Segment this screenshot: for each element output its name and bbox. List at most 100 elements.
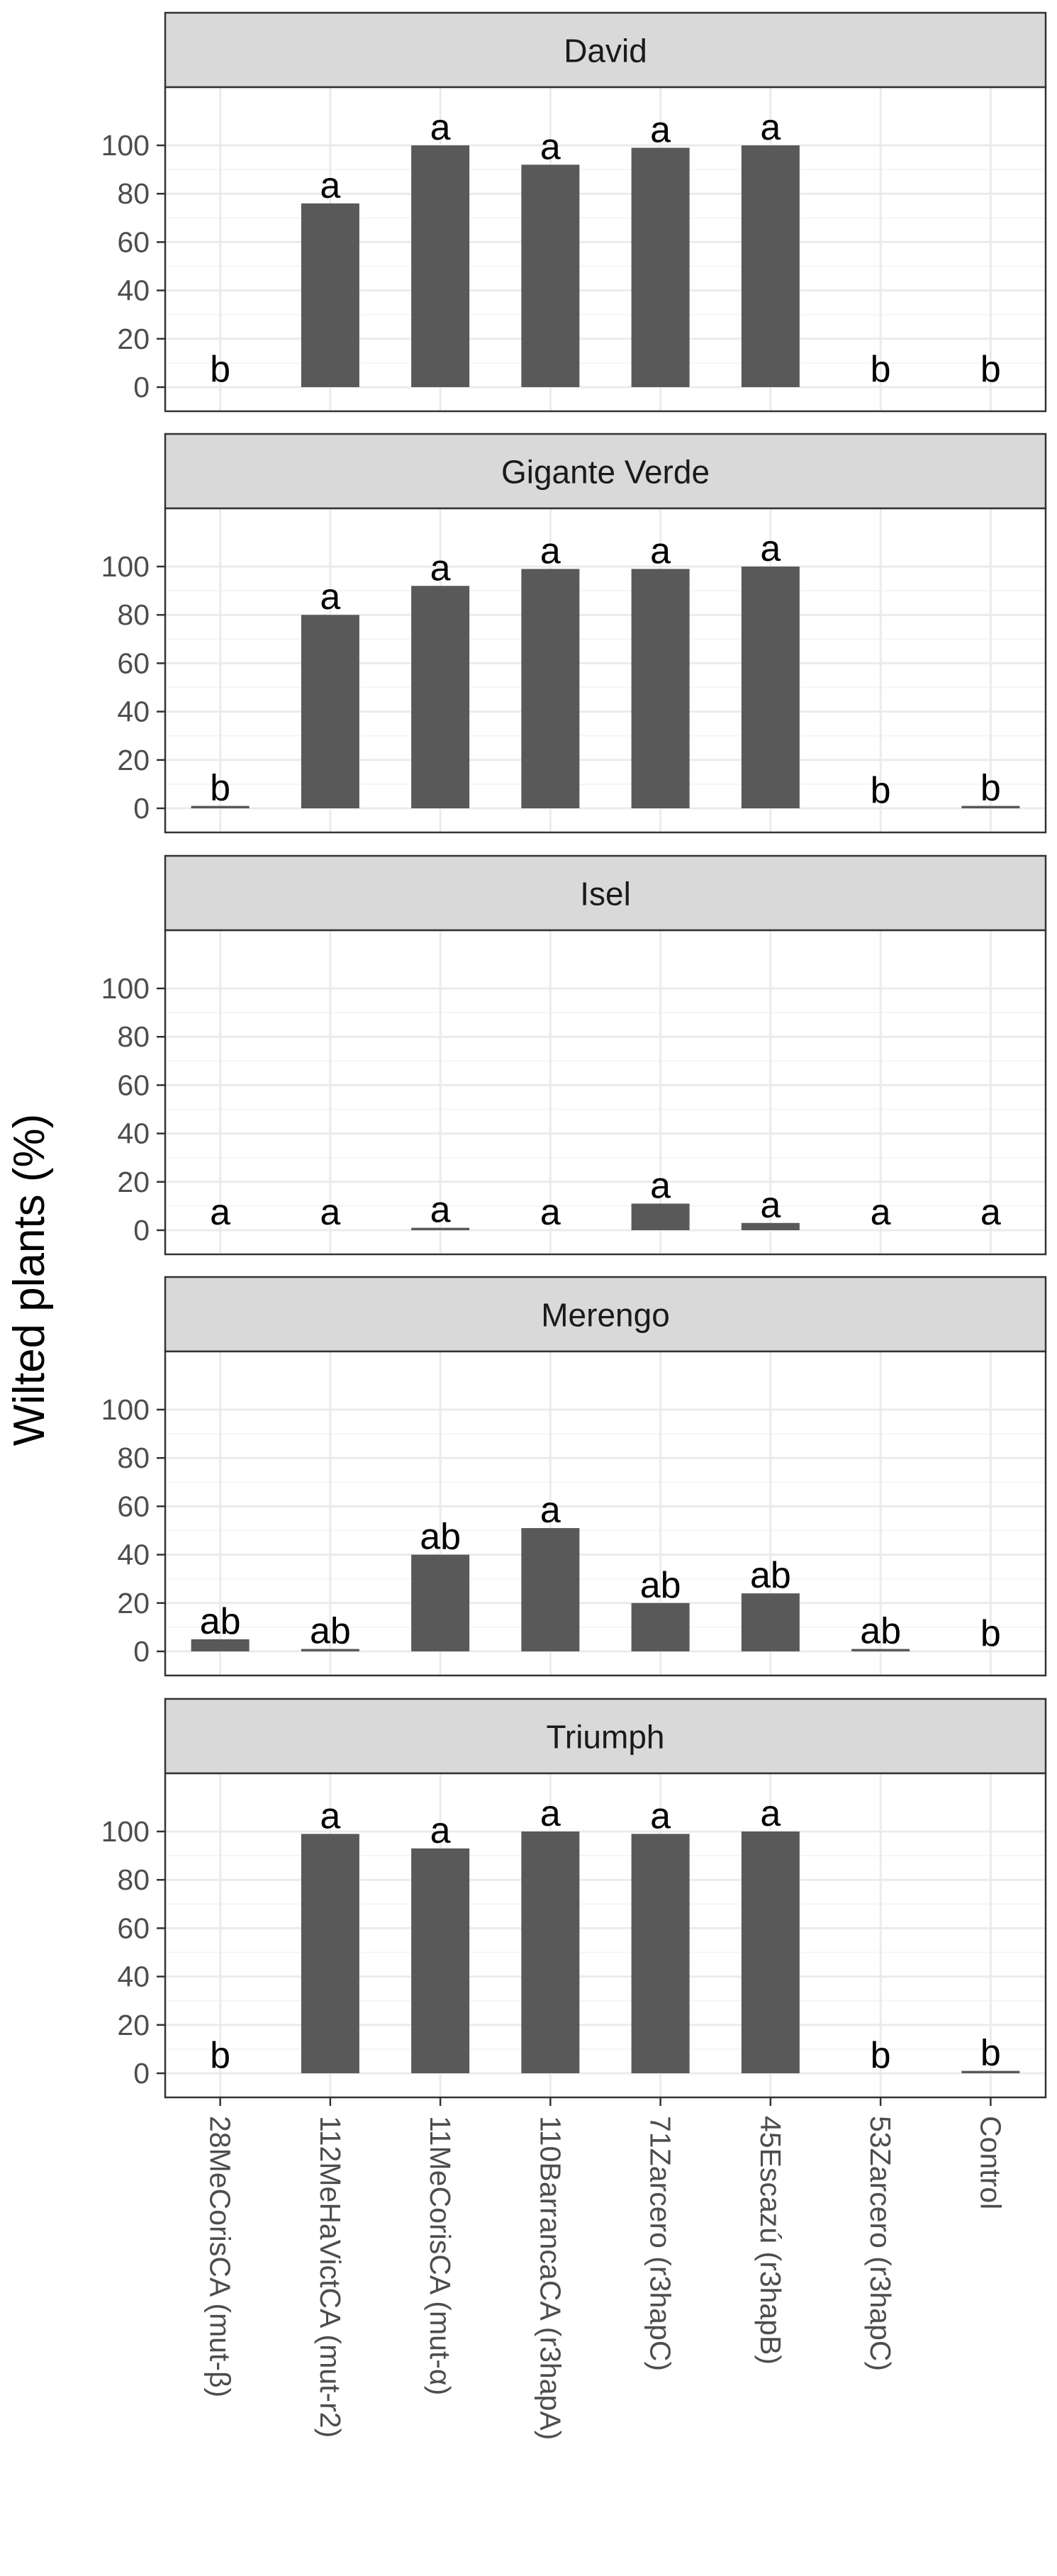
significance-letter: a (540, 1192, 561, 1233)
y-tick-label: 80 (117, 1442, 150, 1474)
bar-6 (741, 1593, 800, 1651)
significance-letter: a (760, 1185, 781, 1226)
x-tick-label: 71Zarcero (r3hapC) (644, 2116, 677, 2371)
panel-border (164, 86, 1047, 413)
significance-letter: a (650, 1165, 671, 1206)
bar-2 (301, 1649, 359, 1651)
panel-david: David b a a a a a b b 0 20 40 60 80 100 (101, 11, 1047, 413)
plot-background (165, 1351, 1046, 1675)
y-tick-label: 100 (101, 1815, 150, 1848)
y-tick-label: 20 (117, 2009, 150, 2041)
significance-letter: ab (860, 1611, 901, 1652)
significance-letter: b (871, 2035, 891, 2076)
y-tick-label: 20 (117, 1587, 150, 1619)
y-tick-label: 100 (101, 1393, 150, 1426)
panel-gigante-verde: Gigante Verde b a a a a a b b 0 20 40 60 80 100 (101, 433, 1047, 834)
y-tick-label: 80 (117, 1863, 150, 1896)
y-tick-label: 60 (117, 1490, 150, 1522)
y-tick-label: 40 (117, 1539, 150, 1571)
bar-3 (411, 145, 470, 387)
panel-border (164, 929, 1047, 1256)
significance-letter: a (650, 1795, 671, 1836)
bar-1 (191, 1639, 250, 1651)
bar-5 (631, 569, 690, 808)
x-tick-label: 53Zarcero (r3hapC) (864, 2116, 897, 2371)
y-axis-title: Wilted plants (%) (5, 1114, 54, 1446)
bar-3 (411, 1554, 470, 1651)
y-tick-label: 20 (117, 1166, 150, 1198)
facet-title: Gigante Verde (501, 454, 710, 491)
bar-1 (191, 805, 250, 808)
x-tick-label: 112MeHaVictCA (mut-r2) (314, 2116, 347, 2438)
y-tick-label: 60 (117, 1912, 150, 1944)
significance-letter: ab (640, 1565, 681, 1606)
panel-triumph: Triumph b a a a a a b b 0 20 40 60 80 100 (101, 1697, 1047, 2099)
y-tick-label: 0 (133, 1635, 150, 1668)
significance-letter: ab (310, 1611, 351, 1652)
panel-border (164, 507, 1047, 834)
significance-letter: a (320, 165, 340, 206)
bar-8 (961, 805, 1020, 808)
y-tick-label: 40 (117, 1117, 150, 1150)
bar-4 (521, 1528, 580, 1651)
bar-4 (521, 1831, 580, 2073)
significance-letter: b (210, 768, 230, 809)
plot-background (165, 930, 1046, 1254)
significance-letter: a (650, 530, 671, 571)
y-tick-label: 40 (117, 696, 150, 728)
y-tick-label: 40 (117, 1961, 150, 1993)
bar-6 (741, 1831, 800, 2073)
y-tick-label: 20 (117, 323, 150, 355)
y-tick-label: 20 (117, 744, 150, 776)
significance-letter: b (980, 768, 1001, 809)
significance-letter: a (540, 1793, 561, 1834)
significance-letter: b (980, 2033, 1001, 2074)
y-tick-label: 0 (133, 1214, 150, 1247)
significance-letter: a (430, 1190, 451, 1231)
y-tick-label: 80 (117, 177, 150, 210)
significance-letter: a (430, 1810, 451, 1851)
bar-6 (741, 145, 800, 387)
significance-letter: a (320, 1795, 340, 1836)
significance-letter: a (320, 1192, 340, 1233)
y-tick-label: 100 (101, 129, 150, 162)
bar-6 (741, 1222, 800, 1230)
panel-merengo: Merengo ab ab ab a ab ab ab b 0 20 40 60 80 100 (101, 1276, 1047, 1677)
bar-3 (411, 1848, 470, 2073)
facet-title: Isel (580, 876, 631, 913)
significance-letter: b (871, 349, 891, 390)
y-tick-label: 60 (117, 647, 150, 679)
x-tick-label: 28MeCorisCA (mut-β) (204, 2116, 237, 2397)
bar-4 (521, 569, 580, 808)
bar-3 (411, 586, 470, 808)
significance-letter: a (760, 107, 781, 148)
significance-letter: a (540, 530, 561, 571)
y-tick-label: 0 (133, 792, 150, 825)
significance-letter: a (760, 528, 781, 569)
significance-letter: ab (200, 1601, 241, 1642)
bar-6 (741, 567, 800, 808)
y-tick-label: 60 (117, 1069, 150, 1101)
significance-letter: b (210, 2035, 230, 2076)
y-tick-label: 100 (101, 972, 150, 1005)
y-tick-label: 0 (133, 371, 150, 403)
y-tick-label: 40 (117, 274, 150, 307)
facet-title: David (564, 33, 647, 69)
bar-4 (521, 165, 580, 387)
bar-5 (631, 1203, 690, 1230)
significance-letter: a (430, 107, 451, 148)
bar-3 (411, 1227, 470, 1230)
bar-8 (961, 2070, 1020, 2073)
facet-strip (164, 1697, 1047, 1775)
x-tick-label: 11MeCorisCA (mut-α) (424, 2116, 457, 2395)
facet-strip (164, 1276, 1047, 1353)
x-tick-label: Control (974, 2116, 1007, 2209)
significance-letter: ab (420, 1517, 461, 1558)
y-tick-label: 0 (133, 2057, 150, 2090)
y-tick-label: 80 (117, 598, 150, 631)
facet-title: Triumph (547, 1719, 665, 1756)
y-tick-label: 60 (117, 225, 150, 258)
bar-5 (631, 1834, 690, 2073)
